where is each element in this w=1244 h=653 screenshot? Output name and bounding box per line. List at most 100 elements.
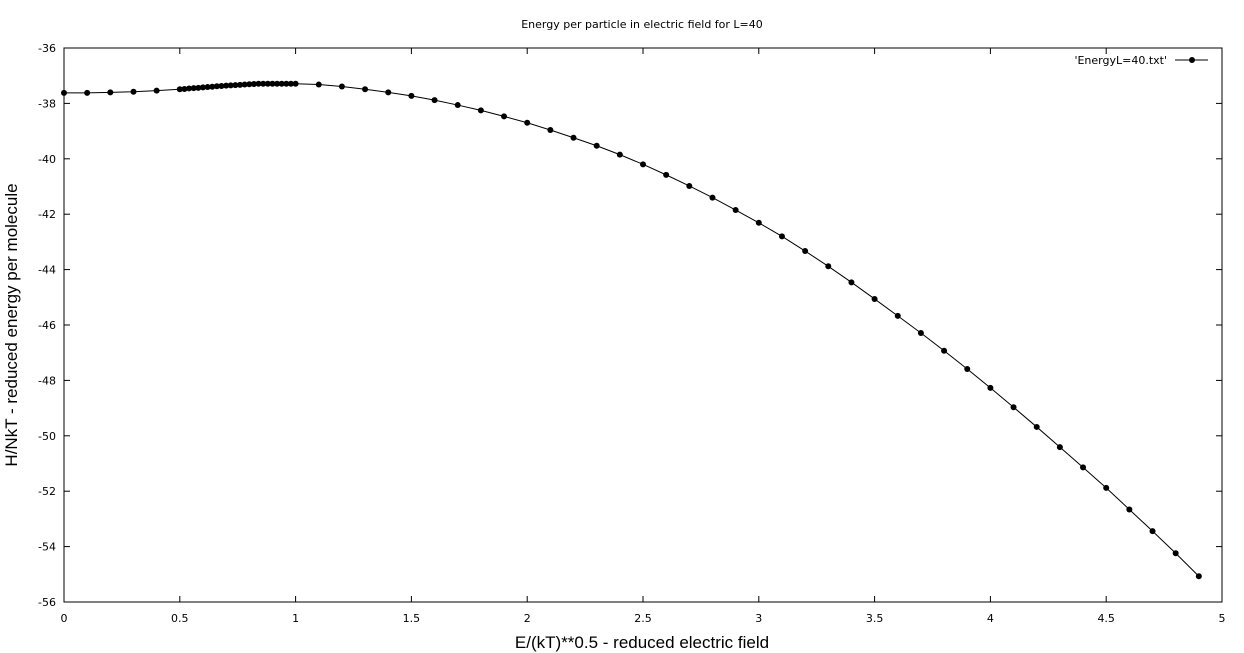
data-point <box>260 80 267 87</box>
legend-marker-sample <box>1189 57 1195 63</box>
data-point <box>1172 550 1179 557</box>
x-tick-label: 4 <box>987 612 994 625</box>
data-point <box>755 219 762 226</box>
data-point <box>130 88 137 95</box>
data-point <box>848 279 855 286</box>
data-point <box>431 97 438 104</box>
y-tick-label: -46 <box>38 319 56 332</box>
data-point <box>241 81 248 88</box>
data-point <box>246 81 253 88</box>
x-axis-label: E/(kT)**0.5 - reduced electric field <box>515 633 769 652</box>
data-point <box>338 83 345 90</box>
data-point <box>278 80 285 87</box>
data-point <box>1080 464 1087 471</box>
data-point <box>964 366 971 373</box>
data-point <box>107 89 114 96</box>
legend-label: 'EnergyL=40.txt' <box>1074 54 1167 67</box>
chart-title: Energy per particle in electric field fo… <box>521 18 763 31</box>
y-tick-label: -52 <box>38 485 56 498</box>
data-point <box>61 89 67 96</box>
data-point <box>385 89 392 96</box>
data-point <box>204 84 211 91</box>
data-point <box>524 119 531 126</box>
x-axis-ticks: 0 0.5 1 1.5 2 2.5 3 3.5 4 4.5 5 <box>61 48 1226 625</box>
data-point <box>1056 444 1063 451</box>
x-tick-label: 5 <box>1219 612 1226 625</box>
data-point <box>802 248 809 255</box>
data-point <box>917 330 924 337</box>
x-tick-label: 2.5 <box>634 612 652 625</box>
data-point <box>663 171 670 178</box>
x-tick-label: 4.5 <box>1097 612 1115 625</box>
data-point <box>1149 528 1156 535</box>
data-point <box>362 86 369 93</box>
data-point <box>987 384 994 391</box>
data-point <box>186 85 193 92</box>
y-axis-ticks: -36 -38 -40 -42 -44 -46 -48 -50 -52 -54 -56 <box>38 42 1222 609</box>
x-tick-label: 3.5 <box>866 612 884 625</box>
data-point <box>181 86 188 92</box>
data-point <box>227 82 234 89</box>
x-tick-label: 1.5 <box>403 612 421 625</box>
data-point <box>255 80 262 87</box>
data-point <box>153 87 160 94</box>
plot-frame <box>63 47 1223 603</box>
data-point <box>269 80 276 87</box>
series-layer <box>61 80 1202 580</box>
y-tick-label: -44 <box>38 264 56 277</box>
data-point <box>315 81 322 88</box>
y-tick-label: -42 <box>38 208 56 221</box>
data-point <box>1033 423 1040 430</box>
data-point <box>250 81 257 88</box>
data-point <box>232 82 239 89</box>
data-point <box>640 161 646 168</box>
y-tick-label: -50 <box>38 430 56 443</box>
data-point <box>941 347 948 354</box>
legend: 'EnergyL=40.txt' <box>1074 54 1208 67</box>
y-tick-label: -40 <box>38 153 56 166</box>
data-point <box>287 80 294 87</box>
data-point <box>686 182 693 189</box>
data-point <box>894 312 901 319</box>
data-point <box>195 84 202 91</box>
x-tick-label: 3 <box>755 612 762 625</box>
data-point <box>871 295 878 302</box>
data-point <box>732 207 739 214</box>
y-tick-label: -56 <box>38 596 56 609</box>
data-point <box>190 85 197 92</box>
x-tick-label: 0.5 <box>171 612 189 625</box>
data-point <box>1103 484 1110 491</box>
data-point <box>264 80 271 87</box>
data-point <box>218 82 225 89</box>
data-point <box>274 80 281 87</box>
data-point <box>84 89 91 96</box>
data-point <box>454 102 461 109</box>
x-tick-label: 0 <box>61 612 68 625</box>
data-point <box>778 233 785 240</box>
data-point <box>477 107 484 114</box>
data-point <box>501 113 508 120</box>
data-point <box>825 263 832 270</box>
data-point <box>223 82 230 89</box>
y-tick-label: -36 <box>38 42 56 55</box>
data-point <box>570 134 577 141</box>
data-point <box>1010 404 1017 411</box>
data-point <box>237 81 244 88</box>
y-tick-label: -48 <box>38 374 56 387</box>
data-point <box>213 83 220 90</box>
data-point <box>593 142 600 149</box>
data-point <box>209 83 216 90</box>
x-tick-label: 2 <box>524 612 531 625</box>
x-tick-label: 1 <box>292 612 299 625</box>
data-point <box>709 194 716 201</box>
y-tick-label: -54 <box>38 541 56 554</box>
data-point <box>1126 506 1133 513</box>
data-point <box>1195 573 1202 580</box>
data-point <box>408 92 415 99</box>
data-point <box>292 80 299 87</box>
data-point <box>283 80 290 87</box>
data-point <box>616 151 623 158</box>
y-axis-label: H/NkT - reduced energy per molecule <box>2 183 21 466</box>
series-line <box>64 83 1200 577</box>
